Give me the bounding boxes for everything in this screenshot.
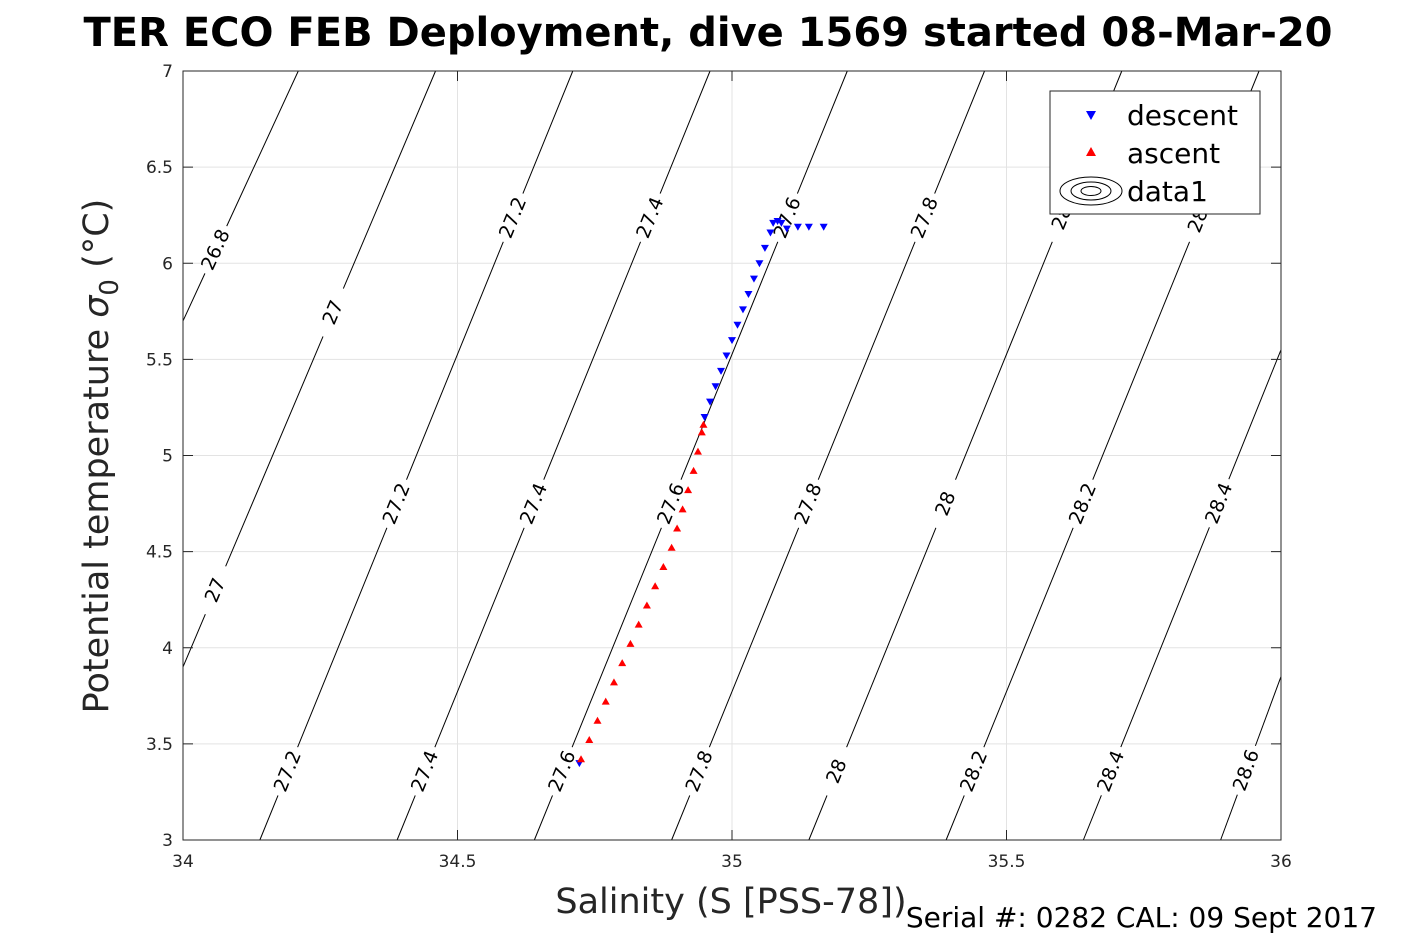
isopycnal-line	[259, 795, 279, 841]
x-tick-label: 35.5	[988, 852, 1026, 872]
isopycnal-line	[226, 70, 299, 227]
descent-point	[728, 337, 736, 345]
isopycnal-line	[846, 527, 937, 748]
descent-point	[766, 229, 775, 237]
ascent-point	[697, 428, 706, 436]
descent-point	[738, 306, 747, 314]
x-tick-label: 34	[172, 852, 194, 872]
isopycnal-line	[522, 70, 574, 194]
descent-point	[717, 367, 726, 375]
descent-point	[760, 244, 769, 252]
isopycnal-line	[182, 614, 206, 668]
ascent-point	[651, 582, 660, 590]
y-tick-label: 6	[162, 254, 173, 274]
isopycnal-line	[671, 795, 691, 841]
isopycnal-line	[533, 795, 553, 841]
isopycnal-line	[945, 795, 965, 841]
descent-point	[793, 223, 802, 231]
x-tick-label: 34.5	[439, 852, 477, 872]
isopycnal-line	[406, 241, 504, 480]
plot-title: TER ECO FEB Deployment, dive 1569 starte…	[83, 10, 1332, 56]
ascent-point	[699, 420, 708, 428]
isopycnal-line	[571, 527, 662, 748]
descent-point	[769, 219, 778, 227]
y-axis-title: Potential temperature σ0 (°C)	[77, 199, 125, 714]
ascent-point	[689, 466, 698, 474]
x-tick-label: 35	[721, 852, 743, 872]
ascent-point	[626, 639, 635, 647]
descent-point	[804, 223, 813, 231]
isopycnal-line	[983, 527, 1074, 748]
isopycnal-line	[1120, 527, 1210, 748]
legend-label-ascent: ascent	[1127, 137, 1220, 170]
descent-point	[700, 414, 709, 422]
descent-point	[722, 352, 731, 360]
descent-point	[706, 398, 715, 406]
descent-point	[755, 260, 764, 268]
ascent-point	[634, 620, 643, 628]
x-tick-label: 36	[1270, 852, 1292, 872]
legend-label-descent: descent	[1127, 99, 1238, 132]
descent-point	[819, 223, 828, 231]
data-series	[575, 217, 828, 768]
legend-label-data1: data1	[1127, 175, 1208, 208]
ascent-point	[609, 678, 618, 686]
descent-point	[733, 321, 742, 329]
descent-point	[773, 217, 782, 225]
serial-cal-footnote: Serial #: 0282 CAL: 09 Sept 2017	[906, 901, 1377, 934]
ascent-point	[642, 601, 651, 609]
isopycnal-line	[680, 241, 779, 480]
descent-marker-icon	[1086, 111, 1096, 120]
y-tick-label: 4.5	[146, 543, 173, 563]
x-axis-title: Salinity (S [PSS-78])	[555, 882, 906, 922]
ascent-point	[577, 755, 586, 763]
isopycnal-line	[796, 70, 848, 194]
legend: descent ascent data1	[1049, 90, 1261, 215]
y-tick-label: 6.5	[146, 158, 173, 178]
axis-ticks: 34 34.5 35 35.5 36 3 3.5 4 4.5 5 5.5 6 6.5 7	[146, 62, 1292, 872]
y-tick-label: 3.5	[146, 735, 173, 755]
isopycnal-line	[342, 70, 437, 289]
ascent-point	[593, 716, 602, 724]
isopycnal-line	[543, 241, 642, 480]
ascent-point	[618, 659, 627, 667]
isopycnal-line	[182, 273, 206, 322]
isopycnal-line	[396, 795, 416, 841]
ascent-point	[659, 563, 668, 571]
isopycnal-line	[708, 527, 800, 748]
isopycnal-line	[1254, 676, 1282, 747]
ascent-point	[667, 543, 676, 551]
descent-point	[744, 291, 753, 299]
ascent-point	[684, 486, 693, 494]
isopycnal-line	[955, 241, 1053, 480]
descent-point	[749, 275, 758, 283]
isopycnal-line	[225, 336, 324, 567]
isopycnal-line	[297, 527, 388, 748]
contour-icon	[1059, 176, 1123, 206]
ascent-point	[678, 505, 687, 513]
ascent-point	[693, 447, 702, 455]
y-tick-label: 7	[162, 62, 173, 82]
y-tick-label: 4	[162, 639, 173, 659]
isopycnal-line	[1220, 794, 1238, 841]
y-tick-label: 5.5	[146, 350, 173, 370]
ascent-marker-icon	[1086, 147, 1096, 156]
descent-point	[711, 383, 720, 391]
legend-box	[1049, 90, 1261, 215]
isopycnal-line	[1228, 349, 1282, 480]
descent-point	[782, 225, 791, 233]
isopycnal-line	[659, 70, 711, 194]
isopycnal-line	[817, 241, 916, 480]
isopycnal-line	[434, 527, 525, 748]
y-tick-label: 5	[162, 447, 173, 467]
ascent-point	[673, 524, 682, 532]
ascent-point	[585, 736, 594, 744]
ascent-point	[601, 697, 610, 705]
isopycnal-line	[1092, 241, 1191, 480]
isopycnal-line	[808, 795, 828, 841]
isopycnal-line	[934, 70, 986, 194]
isopycnal-line	[1082, 795, 1102, 841]
y-tick-label: 3	[162, 831, 173, 851]
